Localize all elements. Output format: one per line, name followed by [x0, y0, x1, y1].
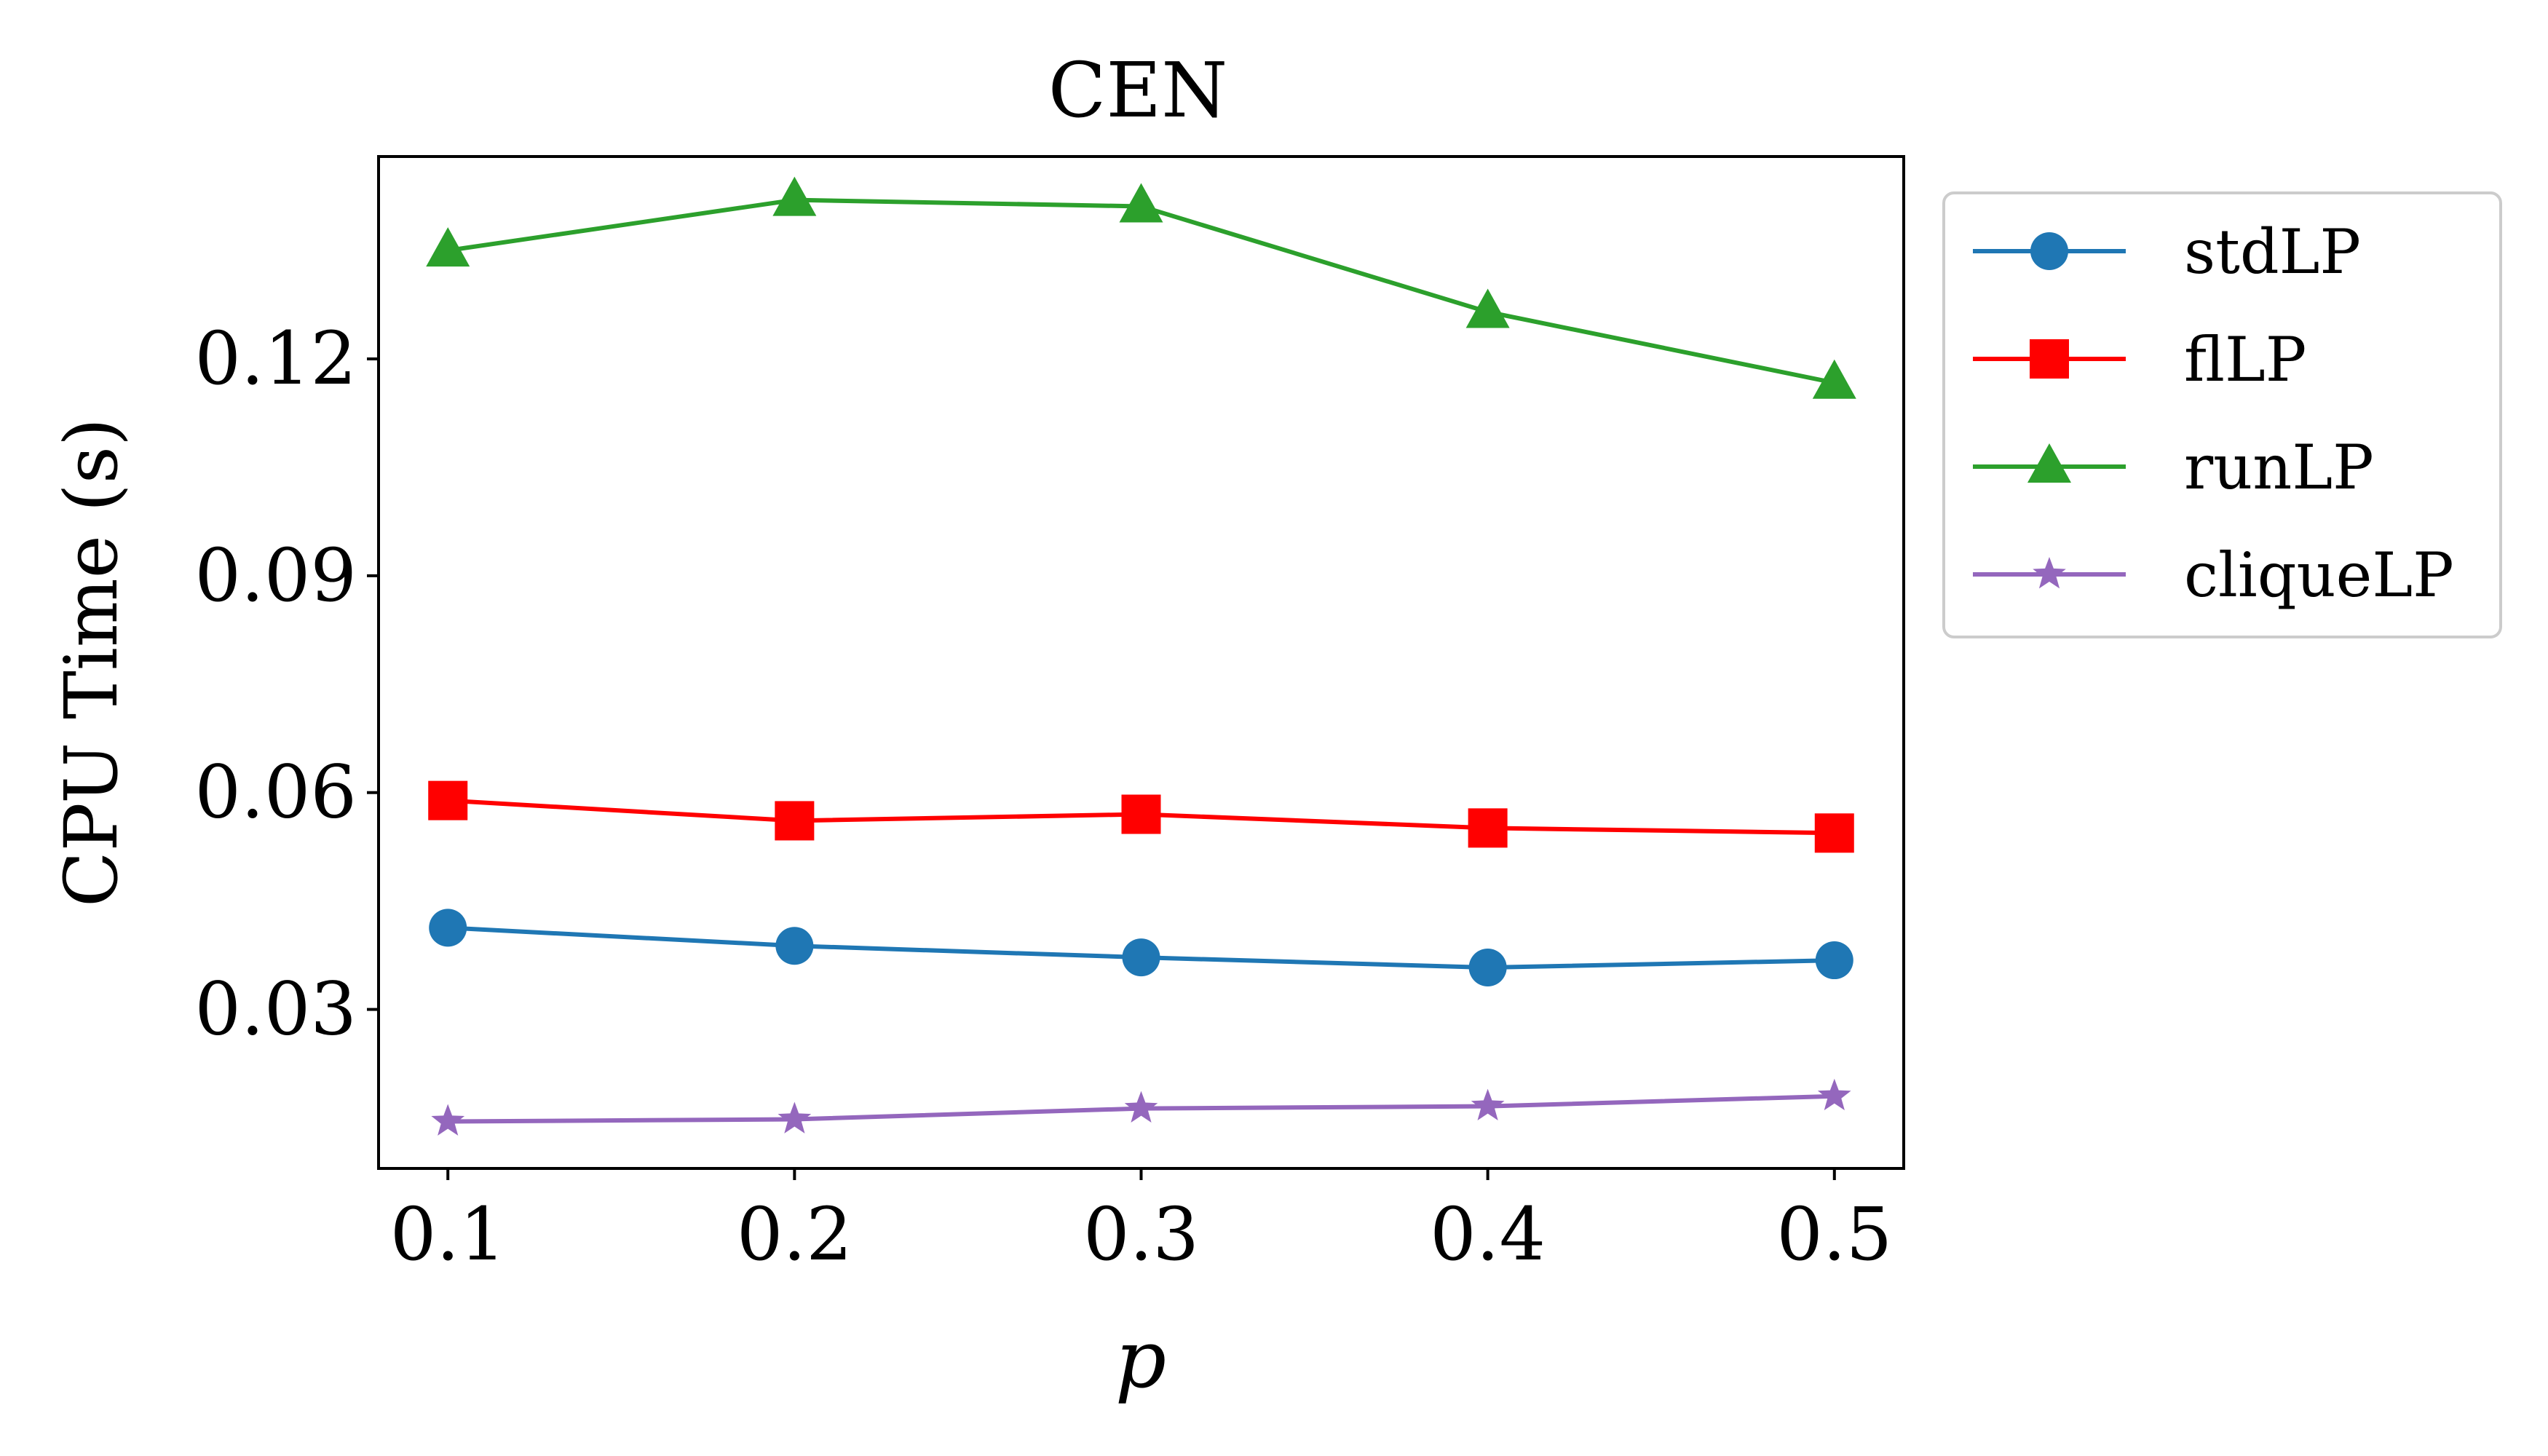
legend-marker-cliqueLP [2033, 557, 2066, 589]
y-tick-label: 0.09 [194, 533, 357, 618]
plot-area-frame [377, 155, 1905, 1170]
y-tick-label: 0.06 [194, 750, 357, 835]
data-point-flLP [775, 801, 815, 841]
legend-frame [1942, 191, 2502, 638]
series-layer [426, 176, 1856, 1136]
legend-item-runLP: runLP [1973, 432, 2374, 503]
y-axis-label: CPU Time (s) [49, 418, 134, 907]
chart-title: CEN [1048, 46, 1228, 135]
legend-marker-flLP [2030, 339, 2069, 379]
y-tick-label: 0.03 [194, 967, 357, 1052]
series-flLP [428, 780, 1854, 853]
data-point-runLP [1465, 288, 1510, 328]
y-axis-ticks: 0.03 0.06 0.09 0.12 [194, 316, 379, 1052]
data-point-flLP [1814, 813, 1854, 853]
data-point-runLP [426, 227, 470, 267]
x-tick-label: 0.4 [1430, 1192, 1546, 1277]
legend-label-cliqueLP: cliqueLP [2184, 539, 2454, 611]
data-point-stdLP [1122, 938, 1160, 977]
legend-label-stdLP: stdLP [2184, 216, 2361, 288]
data-point-stdLP [1468, 948, 1507, 986]
legend-label-runLP: runLP [2184, 432, 2374, 503]
y-tick-label: 0.12 [194, 316, 357, 401]
legend-label-flLP: flLP [2184, 324, 2306, 395]
data-point-stdLP [1815, 941, 1853, 980]
data-point-cliqueLP [431, 1104, 465, 1136]
x-axis-label: p [1115, 1313, 1166, 1406]
series-runLP [426, 176, 1856, 399]
data-point-flLP [1121, 794, 1161, 834]
data-point-flLP [428, 780, 468, 820]
series-cliqueLP [431, 1078, 1851, 1136]
data-point-stdLP [775, 927, 814, 965]
x-tick-label: 0.3 [1083, 1192, 1199, 1277]
x-tick-label: 0.1 [390, 1192, 506, 1277]
legend: stdLP flLP runLP cliqueLP [1942, 191, 2502, 638]
x-tick-label: 0.5 [1776, 1192, 1892, 1277]
data-point-flLP [1468, 808, 1508, 848]
legend-item-flLP: flLP [1973, 324, 2306, 395]
x-axis-ticks: 0.1 0.2 0.3 0.4 0.5 [390, 1168, 1892, 1277]
data-point-runLP [772, 176, 817, 216]
legend-marker-stdLP [2030, 232, 2068, 270]
data-point-runLP [1812, 359, 1856, 399]
legend-marker-runLP [2027, 443, 2071, 483]
legend-item-cliqueLP: cliqueLP [1973, 539, 2454, 611]
data-point-stdLP [429, 909, 467, 947]
data-point-runLP [1119, 183, 1163, 223]
legend-item-stdLP: stdLP [1973, 216, 2361, 288]
data-point-cliqueLP [1124, 1091, 1158, 1123]
series-stdLP [429, 909, 1853, 986]
x-tick-label: 0.2 [737, 1192, 852, 1277]
series-line-runLP [447, 197, 1835, 385]
data-point-cliqueLP [1817, 1078, 1851, 1111]
data-point-cliqueLP [778, 1101, 812, 1133]
data-point-cliqueLP [1471, 1088, 1505, 1120]
